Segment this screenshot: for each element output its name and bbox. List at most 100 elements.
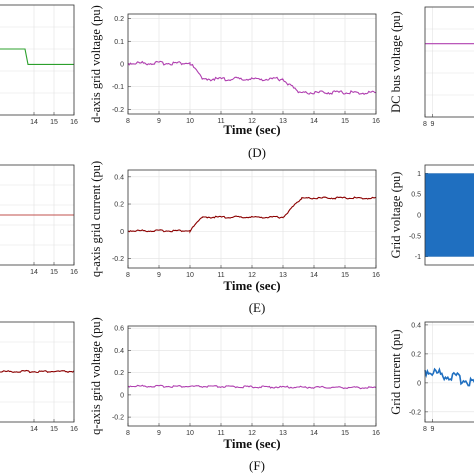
panel-f-mid: 8 9 10 11 12 13 14 15 16 0.6 0.4 0.2 0 -0.2 q-axis gri… [89,317,380,451]
y-tick-label: -0.2 [409,409,421,416]
x-tick-label: 15 [50,269,58,276]
plot-frame [127,13,377,115]
x-tick-label: 8 [423,426,427,433]
panel-e-mid: 8 9 10 11 12 13 14 15 16 0.4 0.2 0 -0.2 q-axis grid c… [89,161,380,293]
x-tick-label: 14 [310,272,318,279]
x-tick-label: 15 [50,119,58,126]
x-axis-label: Time (sec) [223,436,280,451]
y-axis-label: Grid voltage (pu) [389,172,403,259]
x-tick-label: 14 [310,430,318,437]
x-tick-label: 12 [248,118,256,125]
y-axis-label: d-axis grid voltage (pu) [89,5,103,123]
series-line [127,60,377,95]
x-tick-label: 8 [126,430,130,437]
x-tick-label: 12 [248,272,256,279]
y-tick-label: 0.4 [114,174,124,181]
y-tick-label: -1 [415,254,421,261]
panel-d-left: 14 15 16 [0,4,78,126]
x-tick-label: 11 [217,272,224,279]
x-tick-label: 10 [186,272,194,279]
x-tick-label: 16 [372,430,380,437]
y-axis-label: Grid current (pu) [389,329,403,414]
x-tick-label: 8 [423,121,427,128]
x-tick-label: 14 [310,118,318,125]
y-tick-label: 0.4 [114,348,124,355]
x-tick-label: 11 [217,430,224,437]
x-tick-label: 9 [157,430,161,437]
x-tick-label: 13 [279,272,287,279]
series-line [424,367,474,387]
x-tick-label: 9 [431,121,435,128]
y-tick-label: 0 [120,62,124,69]
plot-frame [424,164,474,266]
x-tick-label: 8 [126,118,130,125]
x-tick-label: 16 [70,119,78,126]
x-tick-label: 8 [126,272,130,279]
y-tick-label: 0.2 [411,351,421,358]
x-tick-label: 15 [50,426,58,433]
x-tick-label: 9 [431,426,435,433]
plot-area [425,7,474,117]
y-tick-label: 0.5 [411,192,421,199]
x-tick-label: 9 [157,118,161,125]
x-tick-label: 15 [341,430,349,437]
x-tick-label: 14 [30,269,38,276]
series-line [0,369,75,374]
x-tick-label: 15 [341,118,349,125]
x-tick-label: 13 [279,118,287,125]
y-tick-label: 1 [417,171,421,178]
x-axis-label: Time (sec) [223,122,280,137]
x-tick-label: 13 [279,430,287,437]
y-tick-label: 0 [120,229,124,236]
x-axis-label: Time (sec) [223,278,280,293]
x-tick-label: 15 [341,272,349,279]
y-tick-label: 0 [417,380,421,387]
x-tick-label: 9 [157,272,161,279]
caption-d: (D) [248,145,266,160]
y-tick-label: -0.1 [112,84,124,91]
x-tick-label: 11 [217,118,224,125]
caption-f: (F) [249,458,265,473]
y-tick-label: -0.2 [112,256,124,263]
y-tick-label: -0.2 [112,107,124,114]
panel-e-left: 14 15 16 [0,164,78,276]
y-tick-label: 0 [417,213,421,220]
x-tick-label: 14 [30,119,38,126]
series-line [127,384,377,390]
x-tick-label: 16 [372,272,380,279]
series-line [127,196,377,234]
y-tick-label: 0.6 [114,326,124,333]
plot-frame [0,321,75,423]
plot-frame [424,6,474,118]
plot-frame [424,321,474,423]
x-tick-label: 16 [70,269,78,276]
plot-frame [0,4,75,116]
plot-area [0,5,74,115]
series-line [0,48,74,65]
caption-e: (E) [249,300,266,315]
plot-frame [0,164,75,266]
panel-d-mid: 8 9 10 11 12 13 14 15 16 0.2 0.1 0 -0.1 -0.2 d-axis gr… [89,5,380,137]
y-axis-label: q-axis grid voltage (pu) [89,317,103,435]
y-axis-label: DC bus voltage (pu) [389,11,403,113]
y-tick-label: -0.2 [112,415,124,422]
panel-f-right: 8 9 0.4 0.2 0 -0.2 Grid current (pu) [389,321,474,433]
x-tick-label: 10 [186,430,194,437]
x-tick-label: 16 [70,426,78,433]
y-tick-label: 0.2 [114,202,124,209]
x-tick-label: 14 [30,426,38,433]
y-tick-label: -0.5 [409,233,421,240]
plot-frame [127,169,377,269]
plot-frame [127,325,377,427]
y-axis-label: q-axis grid current (pu) [89,161,103,277]
panel-d-right: 8 9 DC bus voltage (pu) [389,6,474,128]
panel-f-left: 14 15 16 [0,321,78,433]
y-tick-label: 0.1 [114,39,124,46]
y-tick-label: 0.4 [411,322,421,329]
panel-e-right: 1 0.5 0 -0.5 -1 Grid voltage (pu) [389,164,474,266]
x-tick-label: 10 [186,118,194,125]
y-tick-label: 0 [120,392,124,399]
series-band [425,173,474,257]
x-tick-label: 16 [372,118,380,125]
